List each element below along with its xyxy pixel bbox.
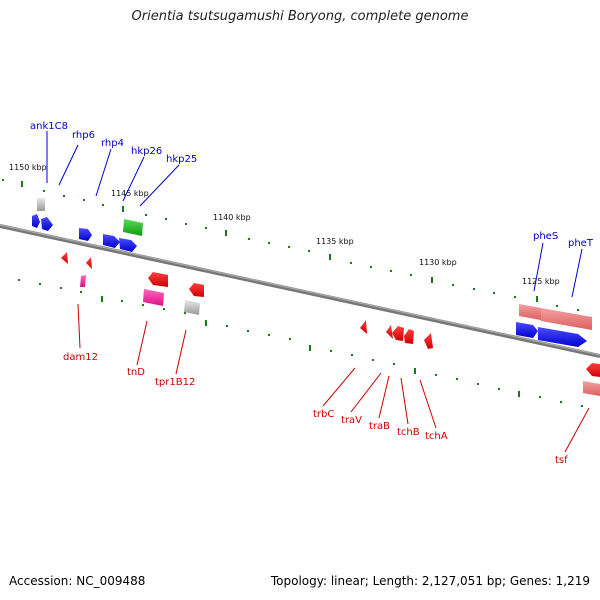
upper-strand-features — [32, 198, 592, 347]
gene-minus-5[interactable] — [586, 363, 600, 377]
gene-pheS-feature[interactable] — [516, 322, 538, 338]
gene-minus-3[interactable] — [148, 272, 168, 287]
gene-rhp6-feature[interactable] — [41, 217, 53, 231]
lower-tick-track — [18, 279, 583, 407]
gene-label-tchA[interactable]: tchA — [425, 431, 448, 442]
gene-traV-feature[interactable] — [386, 325, 393, 339]
genome-summary-text: Topology: linear; Length: 2,127,051 bp; … — [270, 574, 590, 588]
gene-label-tchB[interactable]: tchB — [397, 427, 420, 438]
gene-traB-feature[interactable] — [392, 326, 404, 341]
gene-label-tpr1B12[interactable]: tpr1B12 — [155, 377, 195, 388]
gene-ank1C8-feature[interactable] — [37, 198, 45, 211]
gene-label-pheS[interactable]: pheS — [533, 231, 558, 242]
accession-text: Accession: NC_009488 — [9, 574, 146, 588]
gene-label-ank1C8[interactable]: ank1C8 — [30, 121, 68, 132]
gene-label-tsf[interactable]: tsf — [555, 455, 568, 466]
gene-green-feature[interactable] — [123, 219, 143, 236]
upper-tick-track — [2, 179, 579, 311]
gene-label-trbC[interactable]: trbC — [313, 409, 334, 420]
gene-label-hkp26[interactable]: hkp26 — [131, 146, 162, 157]
gene-tchA-feature[interactable] — [424, 333, 433, 349]
genome-title: Orientia tsutsugamushi Boryong, complete… — [131, 9, 469, 24]
gene-minus-2[interactable] — [86, 257, 92, 269]
gene-rna-1[interactable] — [519, 304, 541, 320]
genome-backbone — [0, 224, 600, 358]
gene-hkp26-feature[interactable] — [103, 234, 120, 248]
gene-label-traB[interactable]: traB — [369, 421, 390, 432]
scale-label-1125: 1125 kbp — [522, 277, 560, 286]
gene-tchB-feature[interactable] — [404, 329, 414, 344]
upper-leader-lines — [46, 131, 583, 298]
gene-label-traV[interactable]: traV — [341, 415, 362, 426]
gene-hkp25-feature[interactable] — [119, 238, 137, 252]
scale-label-1130: 1130 kbp — [419, 258, 457, 267]
gene-label-pheT[interactable]: pheT — [568, 238, 594, 249]
gene-label-rhp6[interactable]: rhp6 — [72, 130, 95, 141]
gene-dam12-feature[interactable] — [80, 275, 86, 287]
gene-label-hkp25[interactable]: hkp25 — [166, 154, 197, 165]
scale-label-1150: 1150 kbp — [9, 163, 47, 172]
gene-label-tnD[interactable]: tnD — [127, 367, 145, 378]
scale-label-1145: 1145 kbp — [111, 189, 149, 198]
gene-pheT-feature[interactable] — [538, 327, 587, 347]
lower-strand-features — [61, 252, 600, 396]
gene-rhp4-feature[interactable] — [79, 228, 92, 241]
gene-label-rhp4[interactable]: rhp4 — [101, 138, 124, 149]
gene-trbC-feature[interactable] — [360, 320, 367, 334]
scale-label-1135: 1135 kbp — [316, 237, 354, 246]
gene-tpr1B12-feature[interactable] — [184, 300, 200, 315]
lower-leader-lines — [77, 303, 590, 453]
gene-label-dam12[interactable]: dam12 — [63, 352, 98, 363]
gene-plus-1[interactable] — [32, 214, 40, 228]
gene-tsf-feature[interactable] — [583, 381, 600, 396]
gene-tnD-feature[interactable] — [143, 289, 164, 306]
gene-minus-1[interactable] — [61, 252, 68, 264]
scale-label-1140: 1140 kbp — [213, 213, 251, 222]
gene-minus-4[interactable] — [189, 283, 204, 297]
gene-rna-2[interactable] — [541, 308, 592, 330]
